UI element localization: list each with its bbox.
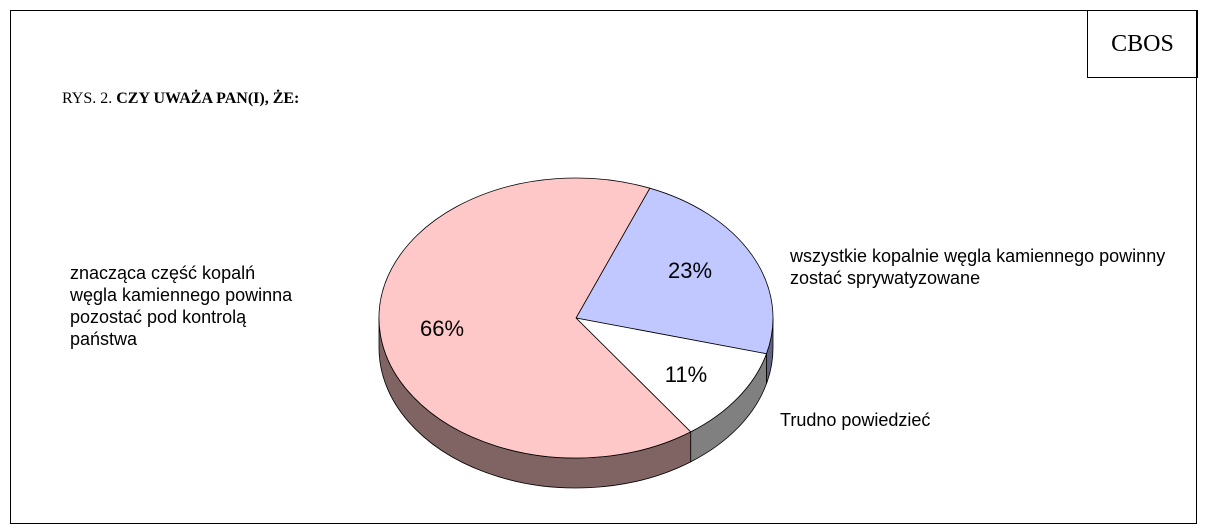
title-block: RYS. 2. CZY UWAŻA PAN(I), ŻE:: [62, 90, 299, 108]
figure-label: RYS. 2.: [62, 90, 113, 107]
category-label: Trudno powiedzieć: [780, 410, 931, 430]
category-label: znacząca część kopalń węgla kamiennego p…: [70, 263, 293, 349]
frame: [10, 10, 1197, 524]
source: CBOS: [1087, 10, 1198, 78]
slice: [575, 187, 774, 355]
category-label: wszystkie kopalnie węgla kamiennego powi…: [790, 246, 1166, 288]
value-label: 66%: [420, 316, 464, 341]
value-label: 23%: [668, 258, 712, 283]
chart-title: CZY UWAŻA PAN(I), ŻE:: [116, 90, 300, 107]
slice: [574, 317, 768, 433]
value-label: 11%: [665, 362, 707, 387]
slice: [378, 177, 692, 459]
